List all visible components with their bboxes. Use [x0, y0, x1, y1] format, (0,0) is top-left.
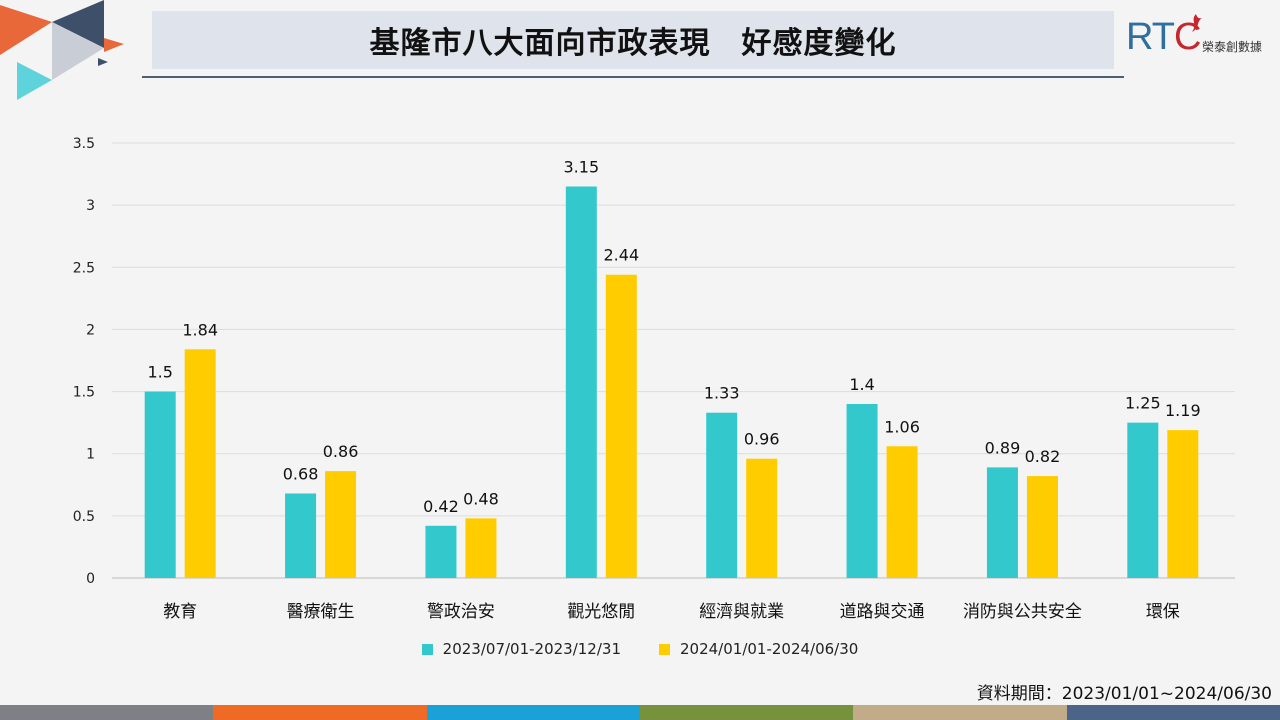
bar: [986, 467, 1018, 578]
bar: [565, 186, 597, 578]
x-tick-label: 消防與公共安全: [963, 602, 1082, 622]
bar: [425, 525, 457, 578]
logo-subtitle: 榮泰創數據: [1202, 40, 1263, 54]
legend-item-series-1: 2023/07/01-2023/12/31: [421, 640, 621, 658]
bar: [184, 349, 216, 578]
data-label: 2.44: [604, 246, 640, 265]
bar: [1167, 430, 1199, 578]
data-label: 0.89: [985, 438, 1021, 457]
bar: [1127, 422, 1159, 578]
title-bar: 基隆市八大面向市政表現 好感度變化: [152, 11, 1114, 69]
data-label: 3.15: [564, 158, 600, 177]
bar: [144, 391, 176, 578]
y-tick-label: 1.5: [73, 385, 95, 401]
footer-segment-2: [213, 705, 427, 720]
data-label: 1.19: [1165, 401, 1201, 420]
data-period-note: 資料期間：2023/01/01~2024/06/30: [976, 684, 1272, 704]
x-tick-label: 環保: [1146, 602, 1180, 622]
data-label: 0.86: [323, 442, 359, 461]
footer-segment-4: [639, 705, 854, 720]
y-tick-label: 0.5: [73, 509, 95, 525]
title-underline: [142, 76, 1124, 78]
x-tick-label: 醫療衛生: [287, 602, 355, 622]
data-label: 0.48: [463, 489, 499, 508]
brand-logo: RTC 榮泰創數據: [1126, 12, 1276, 60]
y-tick-label: 0: [86, 571, 95, 587]
data-label: 1.25: [1125, 394, 1161, 413]
footer-segment-3: [426, 705, 640, 720]
bar: [285, 493, 317, 578]
data-label: 1.4: [849, 375, 874, 394]
data-label: 0.42: [423, 497, 459, 516]
y-tick-label: 3.5: [73, 136, 95, 152]
footer-segment-5: [853, 705, 1067, 720]
y-tick-label: 2: [86, 322, 95, 338]
flame-icon: [1192, 14, 1202, 32]
bar: [706, 412, 738, 578]
x-tick-label: 觀光悠閒: [567, 602, 635, 622]
footer-segment-6: [1066, 705, 1280, 720]
y-tick-label: 2.5: [73, 260, 95, 276]
footer-segment-1: [0, 705, 214, 720]
data-label: 1.06: [884, 417, 920, 436]
bar: [1026, 476, 1058, 578]
data-label: 1.33: [704, 384, 740, 403]
bar-chart: 0 0.5 1 1.5 2 2.5 3 3.5 1.5 1.84 教育 0.680.86 醫療衛生 0.4…: [73, 136, 1235, 622]
data-label: 0.82: [1025, 447, 1061, 466]
footer-color-strip: [0, 705, 1280, 720]
bar: [746, 458, 778, 578]
legend-label-series-2: 2024/01/01-2024/06/30: [680, 640, 859, 658]
page-title: 基隆市八大面向市政表現 好感度變化: [369, 26, 897, 61]
corner-decoration: [0, 0, 124, 100]
bar: [465, 518, 497, 578]
data-label: 0.96: [744, 430, 780, 449]
logo-mark: RTC: [1126, 16, 1201, 58]
legend-label-series-1: 2023/07/01-2023/12/31: [442, 640, 621, 658]
x-tick-label: 道路與交通: [840, 602, 925, 622]
bar: [325, 471, 357, 578]
x-tick-label: 教育: [163, 602, 197, 622]
y-tick-label: 3: [86, 198, 95, 214]
bar: [886, 446, 918, 578]
legend-item-series-2: 2024/01/01-2024/06/30: [659, 640, 858, 658]
data-label: 1.84: [182, 320, 218, 339]
x-tick-label: 警政治安: [427, 602, 495, 622]
x-tick-label: 經濟與就業: [699, 602, 784, 622]
y-tick-label: 1: [86, 447, 95, 463]
data-label: 0.68: [283, 464, 319, 483]
legend-swatch-series-1: [421, 643, 433, 655]
bar: [846, 404, 878, 578]
legend-swatch-series-2: [659, 643, 670, 655]
chart-legend: 2023/07/01-2023/12/31 2024/01/01-2024/06…: [0, 640, 1280, 658]
data-label: 1.5: [147, 363, 172, 382]
bar: [605, 274, 637, 578]
